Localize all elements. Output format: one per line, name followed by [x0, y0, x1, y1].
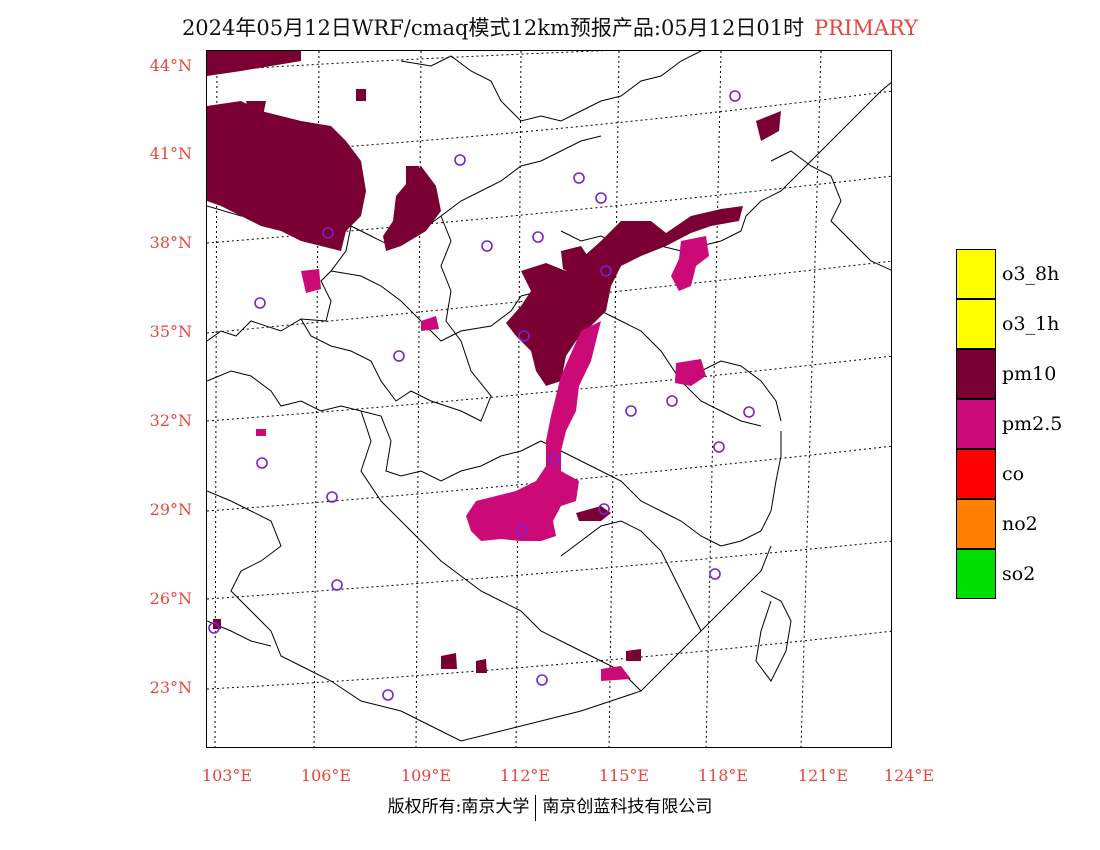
lon-label-106: 106°E	[300, 766, 352, 785]
boundaries	[207, 51, 891, 742]
lon-label-112: 112°E	[499, 766, 551, 785]
monitoring-stations	[208, 90, 755, 701]
legend-swatch-pm25	[956, 399, 996, 449]
pollution-map	[207, 51, 891, 747]
map-title: 2024年05月12日WRF/cmaq模式12km预报产品:05月12日01时 P…	[0, 12, 1100, 42]
map-panel[interactable]	[206, 50, 892, 748]
lat-label-29: 29°N	[149, 500, 192, 519]
lon-label-124: 124°E	[883, 766, 935, 785]
lat-label-41: 41°N	[149, 144, 192, 163]
lat-label-38: 38°N	[149, 233, 192, 252]
lon-label-121: 121°E	[797, 766, 849, 785]
legend-label-so2: so2	[1002, 563, 1036, 585]
legend-label-no2: no2	[1002, 513, 1038, 535]
legend-label-pm10: pm10	[1002, 363, 1057, 385]
legend-label-o3-1h: o3_1h	[1002, 313, 1060, 335]
lat-label-44: 44°N	[149, 56, 192, 75]
title-text: 2024年05月12日WRF/cmaq模式12km预报产品:05月12日01时	[181, 16, 805, 40]
legend-swatch-o3-1h	[956, 299, 996, 349]
footer-separator	[535, 794, 537, 821]
legend-label-co: co	[1002, 463, 1025, 485]
lon-label-109: 109°E	[400, 766, 452, 785]
legend-label-o3-8h: o3_8h	[1002, 263, 1060, 285]
lat-label-26: 26°N	[149, 589, 192, 608]
legend-swatch-pm10	[956, 349, 996, 399]
lon-label-118: 118°E	[697, 766, 749, 785]
legend-swatch-so2	[956, 549, 996, 599]
copyright-left: 版权所有:南京大学	[387, 797, 530, 817]
primary-tag: PRIMARY	[814, 16, 919, 40]
pm10-areas	[207, 51, 781, 673]
copyright-right: 南京创蓝科技有限公司	[542, 797, 713, 817]
lat-label-32: 32°N	[149, 411, 192, 430]
lon-label-103: 103°E	[201, 766, 253, 785]
lat-label-35: 35°N	[149, 322, 192, 341]
legend-swatch-o3-8h	[956, 249, 996, 299]
pm25-areas	[256, 236, 709, 681]
legend-swatch-no2	[956, 499, 996, 549]
legend-swatch-co	[956, 449, 996, 499]
lat-label-23: 23°N	[149, 678, 192, 697]
legend-label-pm25: pm2.5	[1002, 413, 1063, 435]
copyright-footer: 版权所有:南京大学 南京创蓝科技有限公司	[0, 792, 1100, 821]
lon-label-115: 115°E	[598, 766, 650, 785]
